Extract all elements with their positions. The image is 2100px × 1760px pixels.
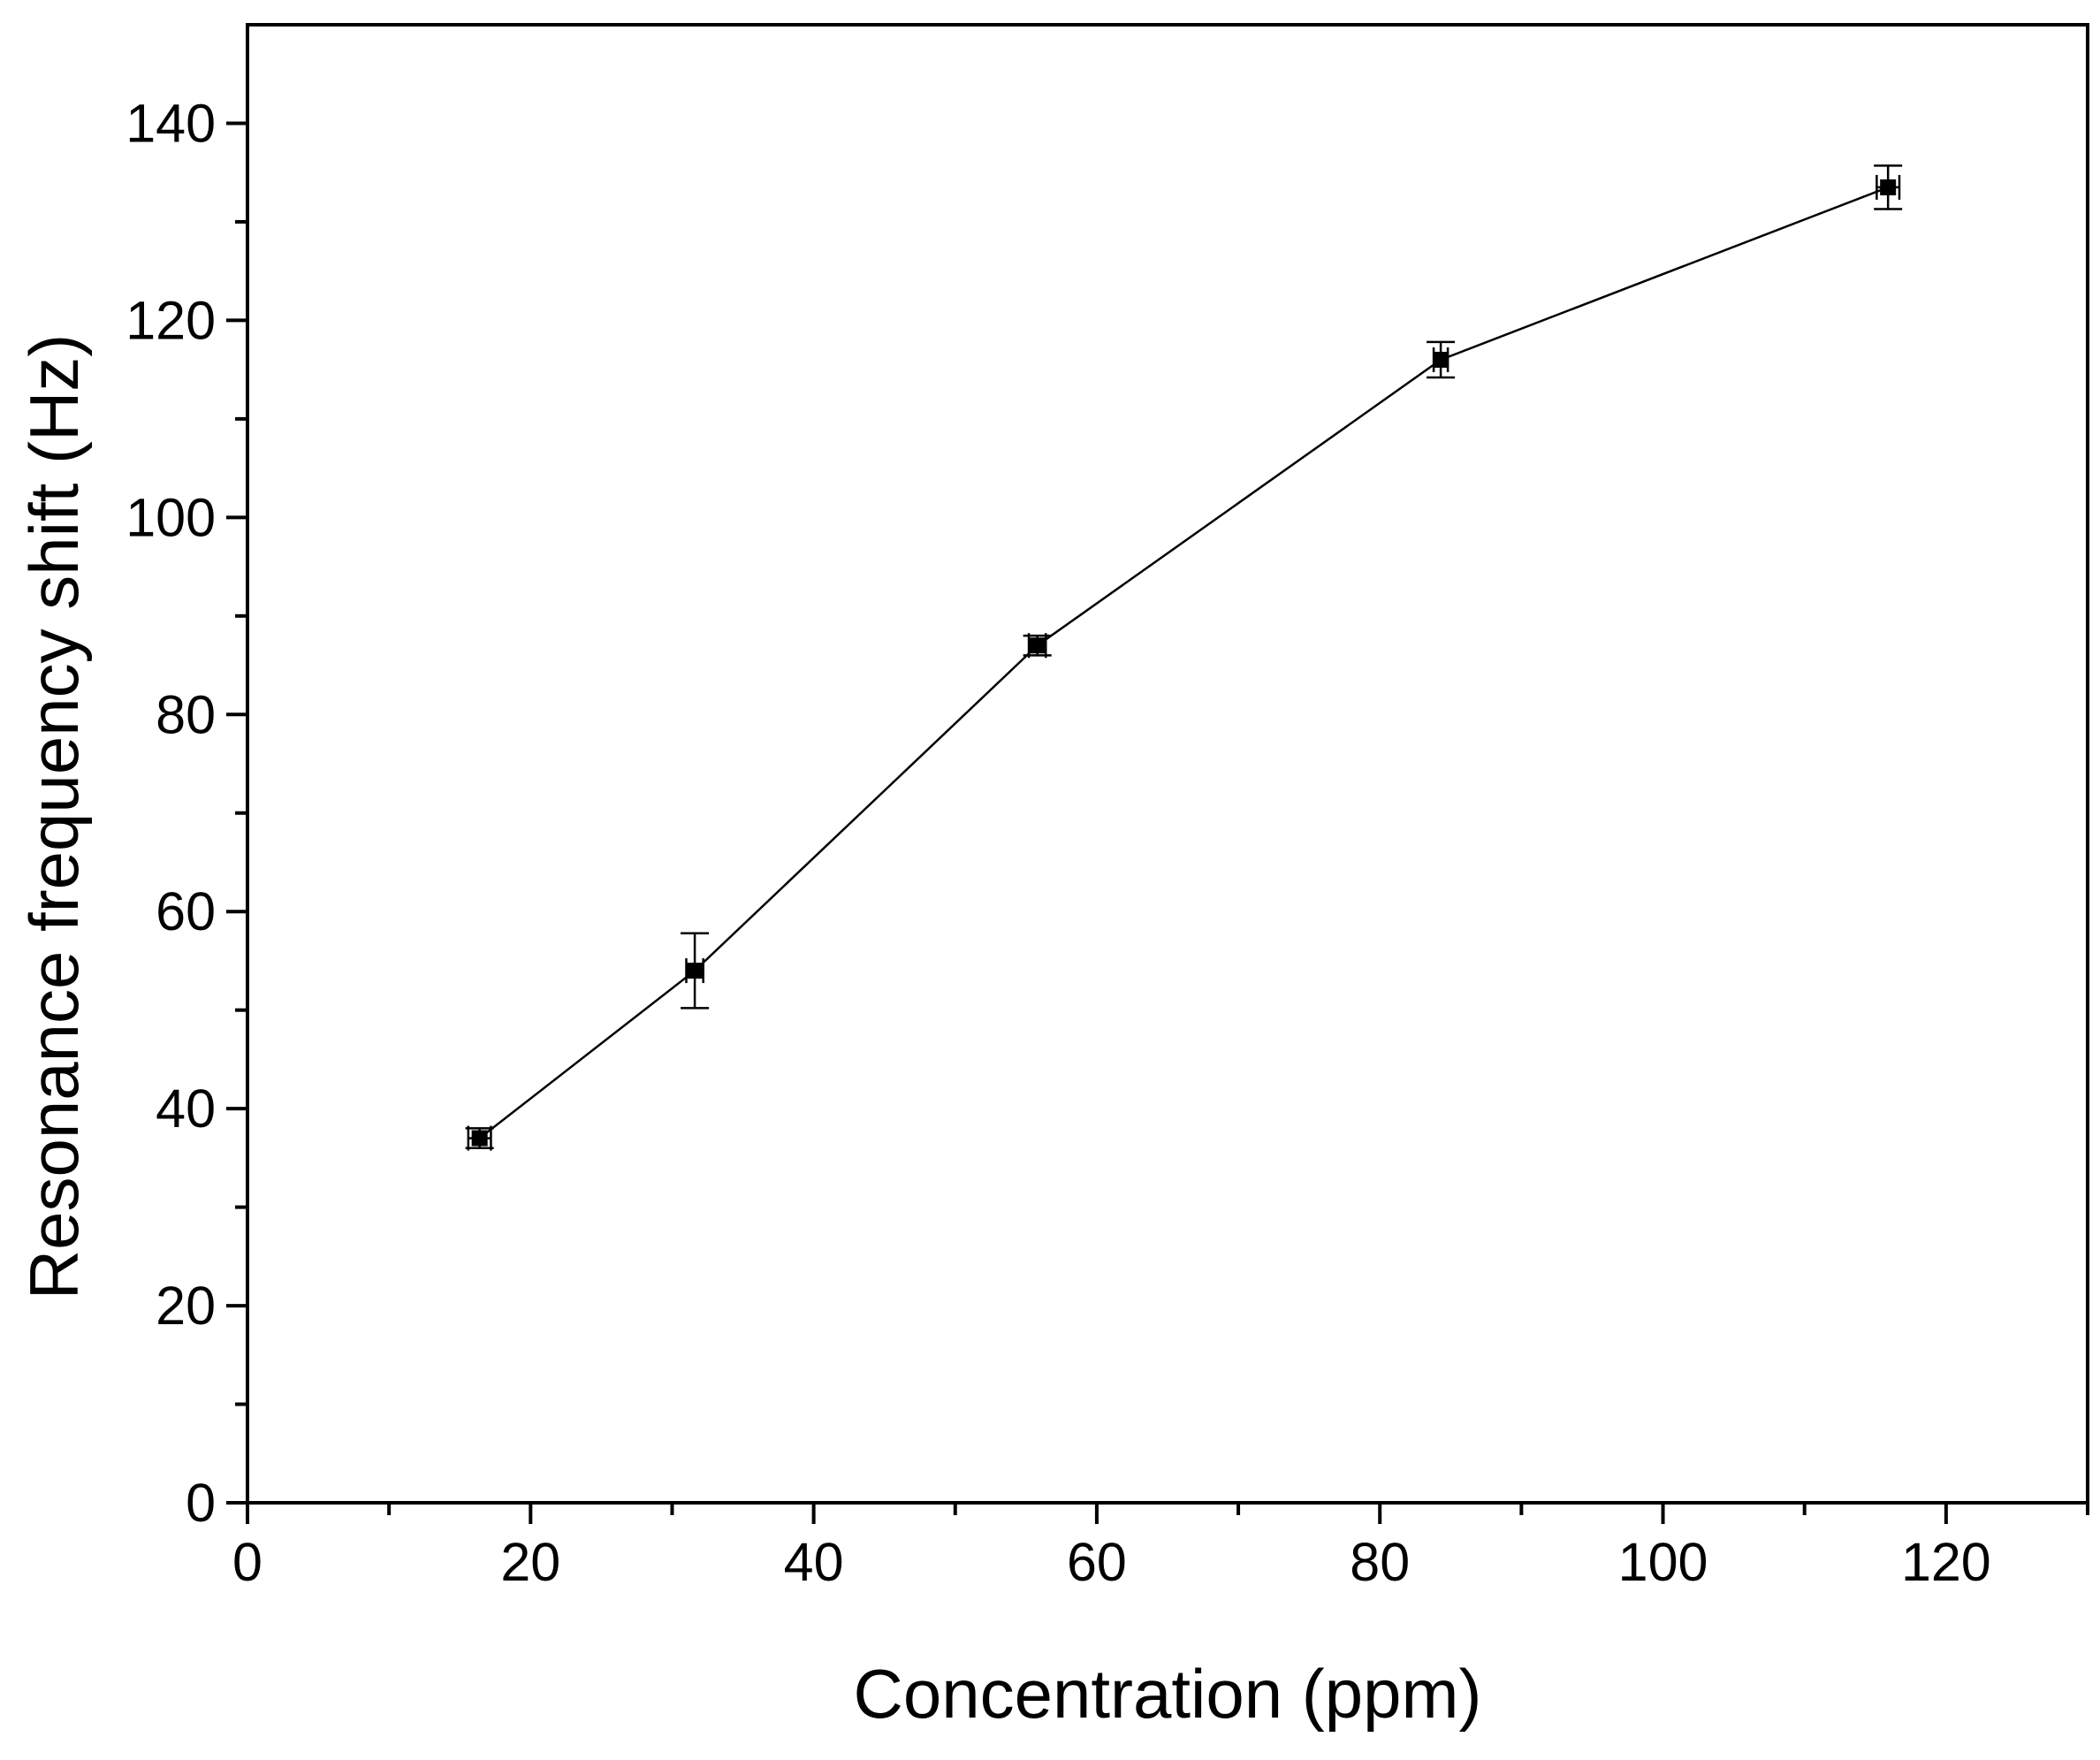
data-point [1433,351,1449,368]
plot-frame [246,23,2089,1505]
data-point [471,1130,488,1147]
y-tick-label: 40 [156,1078,216,1139]
y-tick-label: 80 [156,684,216,744]
axes [226,23,2089,1524]
data-point [1029,637,1046,654]
y-tick-label: 60 [156,881,216,941]
y-tick-label: 0 [186,1473,216,1533]
x-tick-label: 100 [1618,1532,1708,1592]
y-tick-label: 100 [126,487,216,547]
x-tick-label: 80 [1350,1532,1410,1592]
x-tick-label: 60 [1067,1532,1127,1592]
x-axis-title: Concentration (ppm) [854,1655,1482,1733]
y-tick-label: 140 [126,93,216,153]
axis-labels: Concentration (ppm) Resonance frequency … [15,93,1991,1733]
y-tick-label: 120 [126,290,216,350]
y-axis-title: Resonance frequency shift (Hz) [15,334,93,1300]
data-point [1880,179,1897,195]
plot-area [465,164,1903,1151]
data-point [687,963,704,979]
x-tick-label: 40 [784,1532,844,1592]
x-tick-label: 0 [232,1532,262,1592]
series-line [478,186,1889,1139]
x-tick-label: 20 [500,1532,560,1592]
y-tick-label: 20 [156,1276,216,1336]
x-tick-label: 120 [1901,1532,1991,1592]
